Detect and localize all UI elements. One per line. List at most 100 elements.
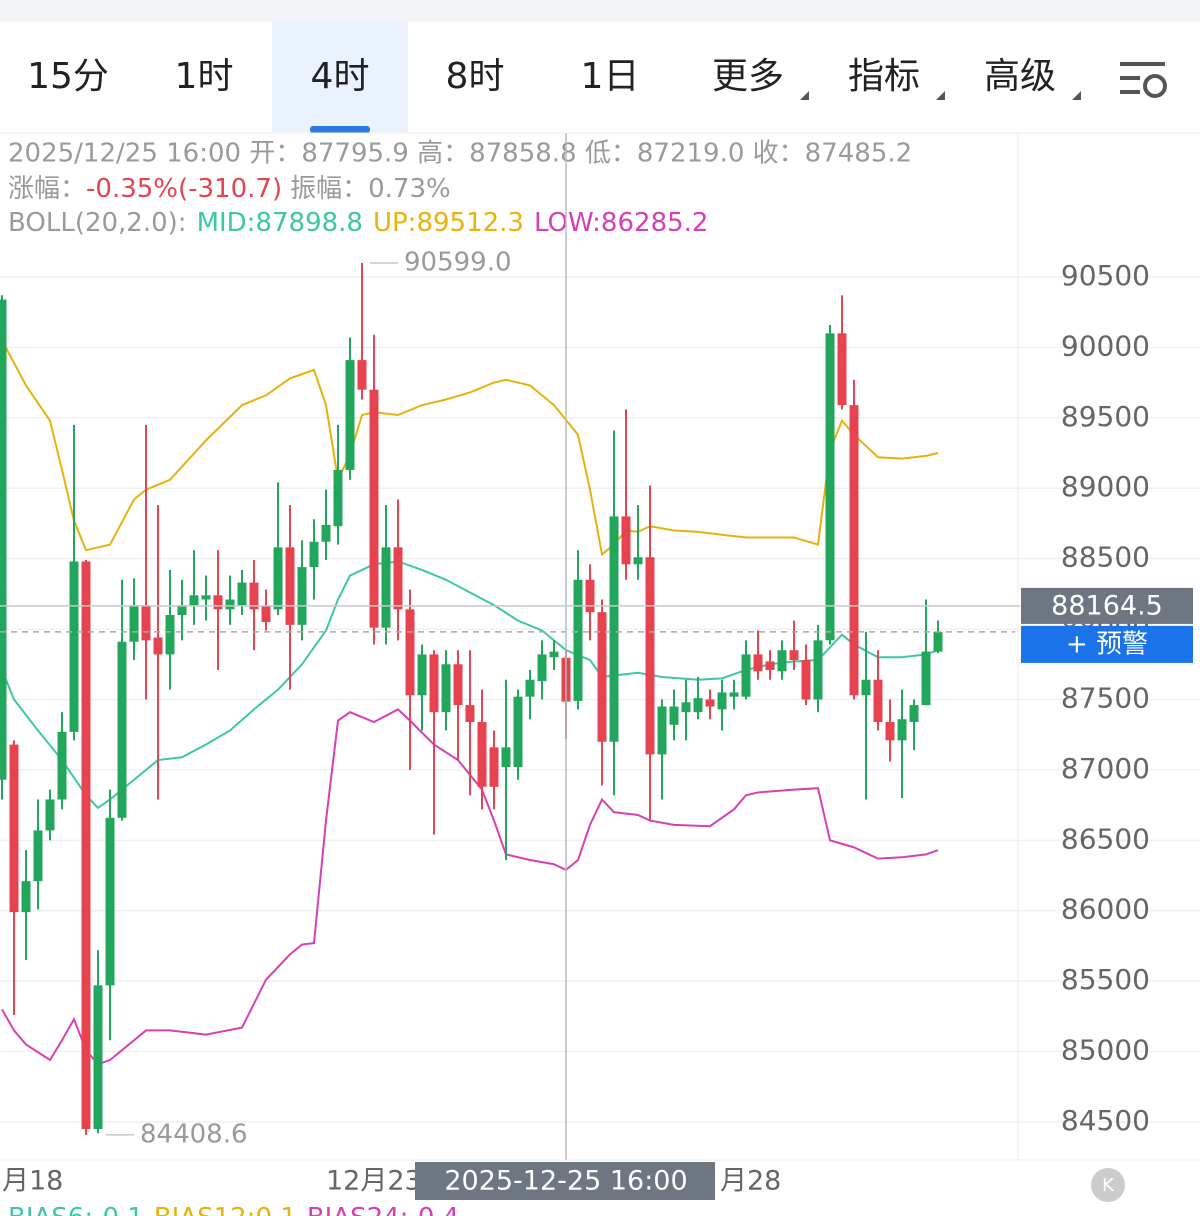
candle-body (69, 561, 79, 732)
candle-body (285, 547, 295, 625)
indicator-icon[interactable] (1120, 62, 1167, 98)
scroll-icon: K (1102, 1175, 1115, 1196)
candle-body (81, 561, 91, 1130)
boll-low: LOW:86285.2 (534, 208, 708, 238)
tab[interactable]: 8时 (446, 56, 505, 97)
candle-body (813, 640, 823, 700)
tab[interactable]: 15分 (27, 56, 109, 97)
dropdown-caret (1072, 91, 1081, 100)
candle-body (333, 469, 343, 527)
candle-body (777, 650, 787, 672)
candle-body (273, 547, 283, 610)
candle-body (933, 631, 943, 652)
low-label: 84408.6 (140, 1119, 248, 1149)
y-tick-label: 90500 (1061, 259, 1150, 292)
tab[interactable]: 4时 (311, 56, 370, 97)
y-tick-label: 88500 (1061, 541, 1150, 574)
candle-body (717, 692, 727, 710)
candle-body (249, 582, 259, 610)
tab[interactable]: 更多 (712, 56, 784, 97)
candle-body (645, 557, 655, 755)
candle-body (177, 605, 187, 615)
boll-line (1, 339, 939, 557)
crosshair-date: 2025-12-25 16:00 (444, 1166, 687, 1197)
boll-info: BOLL(20,2.0): MID:87898.8 UP:89512.3 LOW:86… (8, 208, 708, 238)
candle-body (297, 567, 307, 625)
candle-body (201, 595, 211, 600)
bias: BIAS12:0.1 (154, 1203, 297, 1216)
candle-body (429, 654, 439, 713)
bias-info: BIAS6:-0.1 BIAS12:0.1 BIAS24:-0.4 (8, 1203, 459, 1216)
candle-body (141, 605, 151, 641)
tab-bar: 15分 1时 4时 8时 1日 更多 指标 高级 (27, 22, 1081, 133)
status-strip (0, 0, 1200, 22)
change-info: 涨幅：-0.35%(-310.7) 振幅：0.73% (8, 174, 451, 204)
candle-body (657, 706, 667, 755)
candle-body (45, 799, 55, 831)
candle-body (9, 744, 19, 913)
candle-body (873, 679, 883, 723)
candle-body (117, 641, 127, 818)
candle-body (405, 609, 415, 696)
icon-gear (1143, 74, 1167, 98)
boll-mid: MID:87898.8 (197, 208, 363, 238)
candle-body (897, 719, 907, 741)
candle-body (585, 579, 595, 613)
candle-body (741, 654, 751, 697)
candle-body (225, 599, 235, 610)
candle-body (189, 595, 199, 606)
tab[interactable]: 指标 (848, 56, 920, 97)
candle-body (513, 696, 523, 768)
alert-button[interactable]: + 预警 (1066, 629, 1148, 659)
y-tick-label: 84500 (1061, 1104, 1150, 1137)
label: 涨幅： (8, 174, 86, 204)
candle-body (573, 579, 583, 701)
candle-body (729, 692, 739, 697)
candle-body (129, 605, 139, 642)
candle-body (441, 664, 451, 713)
y-tick-label: 85500 (1061, 963, 1150, 996)
label: 振幅： (290, 174, 368, 204)
x-tick-label: 月28 (720, 1166, 781, 1197)
tab[interactable]: 高级 (984, 56, 1056, 97)
x-tick-label: 12月23 (326, 1166, 422, 1197)
dropdown-caret (800, 91, 809, 100)
candle-body (765, 661, 775, 670)
candle-body (669, 706, 679, 725)
candle-body (621, 516, 631, 565)
candle-body (57, 731, 67, 800)
candle-body (21, 881, 31, 913)
boll-line (1, 560, 939, 810)
candle-body (633, 557, 643, 565)
boll-up: UP:89512.3 (373, 208, 524, 238)
candle-body (609, 516, 619, 742)
candle-body (525, 679, 535, 697)
candle-body (801, 660, 811, 700)
candle-body (921, 651, 931, 706)
candle-body (477, 722, 487, 787)
y-tick-label: 87500 (1061, 681, 1150, 714)
scroll-button[interactable] (1091, 1168, 1125, 1202)
alert-button-bg[interactable] (1021, 625, 1193, 663)
y-tick-label: 87000 (1061, 752, 1150, 785)
candle-body (417, 654, 427, 696)
candle-body (213, 595, 223, 610)
candle-body (537, 654, 547, 682)
candle-body (909, 705, 919, 723)
candle-body (693, 698, 703, 713)
candle-body (93, 985, 103, 1130)
tab[interactable]: 1时 (175, 56, 234, 97)
candle-body (825, 333, 835, 641)
candle-body (393, 547, 403, 610)
ohlc-info: 2025/12/25 16:00 开：87795.9 高：87858.8 低：8… (8, 139, 912, 169)
candle-body (753, 654, 763, 672)
y-tick-label: 86500 (1061, 822, 1150, 855)
candle-body (861, 679, 871, 696)
candle-body (321, 524, 331, 542)
bias: BIAS24:-0.4 (307, 1203, 459, 1216)
tab[interactable]: 1日 (581, 56, 640, 97)
candle-body (309, 541, 319, 568)
bias: BIAS6:-0.1 (8, 1203, 144, 1216)
change: -0.35%(-310.7) (86, 174, 282, 204)
candle-body (549, 651, 559, 658)
